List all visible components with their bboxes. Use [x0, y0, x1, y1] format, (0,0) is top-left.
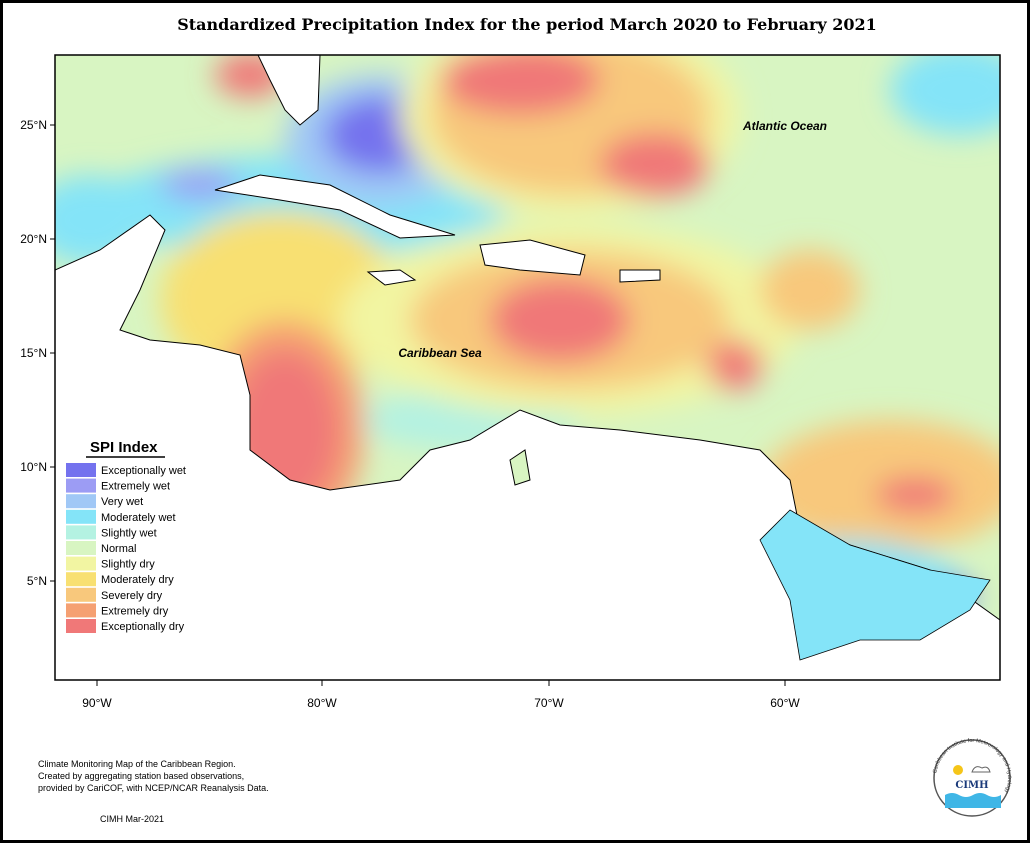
- axes: 25°N 20°N 15°N 10°N 5°N 90°W 80°W 70°W 60°W: [20, 118, 800, 710]
- lon-tick-label: 90°W: [82, 696, 112, 710]
- legend-title: SPI Index: [90, 439, 158, 456]
- footer-note: provided by CariCOF, with NCEP/NCAR Rean…: [38, 783, 269, 793]
- title: Standardized Precipitation Index for the…: [177, 15, 877, 34]
- footer-note: Created by aggregating station based obs…: [38, 771, 244, 781]
- ocean-label: Atlantic Ocean: [742, 119, 827, 133]
- legend-swatch: [66, 619, 96, 633]
- legend-label: Extremely dry: [101, 605, 169, 617]
- lat-tick-label: 10°N: [20, 460, 47, 474]
- lat-tick-label: 25°N: [20, 118, 47, 132]
- logo: Caribbean Institute for Meteorology and …: [932, 738, 1012, 817]
- legend-label: Moderately wet: [101, 512, 176, 524]
- legend-swatch: [66, 572, 96, 587]
- legend-swatch: [66, 525, 96, 540]
- legend-label: Moderately dry: [101, 574, 174, 586]
- spi-field: [55, 55, 1000, 680]
- legend-label: Exceptionally wet: [101, 465, 186, 477]
- legend-swatch: [66, 463, 96, 477]
- legend-swatch: [66, 541, 96, 555]
- footer-note: Climate Monitoring Map of the Caribbean …: [38, 759, 236, 769]
- legend-label: Slightly dry: [101, 559, 155, 571]
- lon-tick-label: 60°W: [770, 696, 800, 710]
- legend-label: Exceptionally dry: [101, 621, 185, 633]
- legend-swatch: [66, 603, 96, 618]
- lon-tick-label: 80°W: [307, 696, 337, 710]
- lat-tick-label: 20°N: [20, 232, 47, 246]
- legend-label: Slightly wet: [101, 527, 157, 539]
- legend-swatch: [66, 494, 96, 509]
- logo-name: CIMH: [955, 780, 988, 791]
- legend-swatch: [66, 587, 96, 602]
- legend-swatch: [66, 509, 96, 524]
- map-border: [54, 54, 1001, 681]
- lon-tick-label: 70°W: [534, 696, 564, 710]
- legend-label: Extremely wet: [101, 481, 170, 493]
- legend-items: Exceptionally wet Extremely wet Very wet Mo…: [66, 463, 186, 633]
- legend-label: Very wet: [101, 496, 143, 508]
- footer-credit: CIMH Mar-2021: [100, 814, 164, 824]
- legend-swatch: [66, 478, 96, 493]
- legend-swatch: [66, 556, 96, 571]
- legend-label: Normal: [101, 543, 136, 555]
- legend-label: Severely dry: [101, 590, 163, 602]
- land: [55, 55, 1000, 680]
- footer: Climate Monitoring Map of the Caribbean …: [38, 759, 269, 824]
- sea-label: Caribbean Sea: [398, 346, 482, 360]
- lat-tick-label: 5°N: [27, 574, 47, 588]
- lat-tick-label: 15°N: [20, 346, 47, 360]
